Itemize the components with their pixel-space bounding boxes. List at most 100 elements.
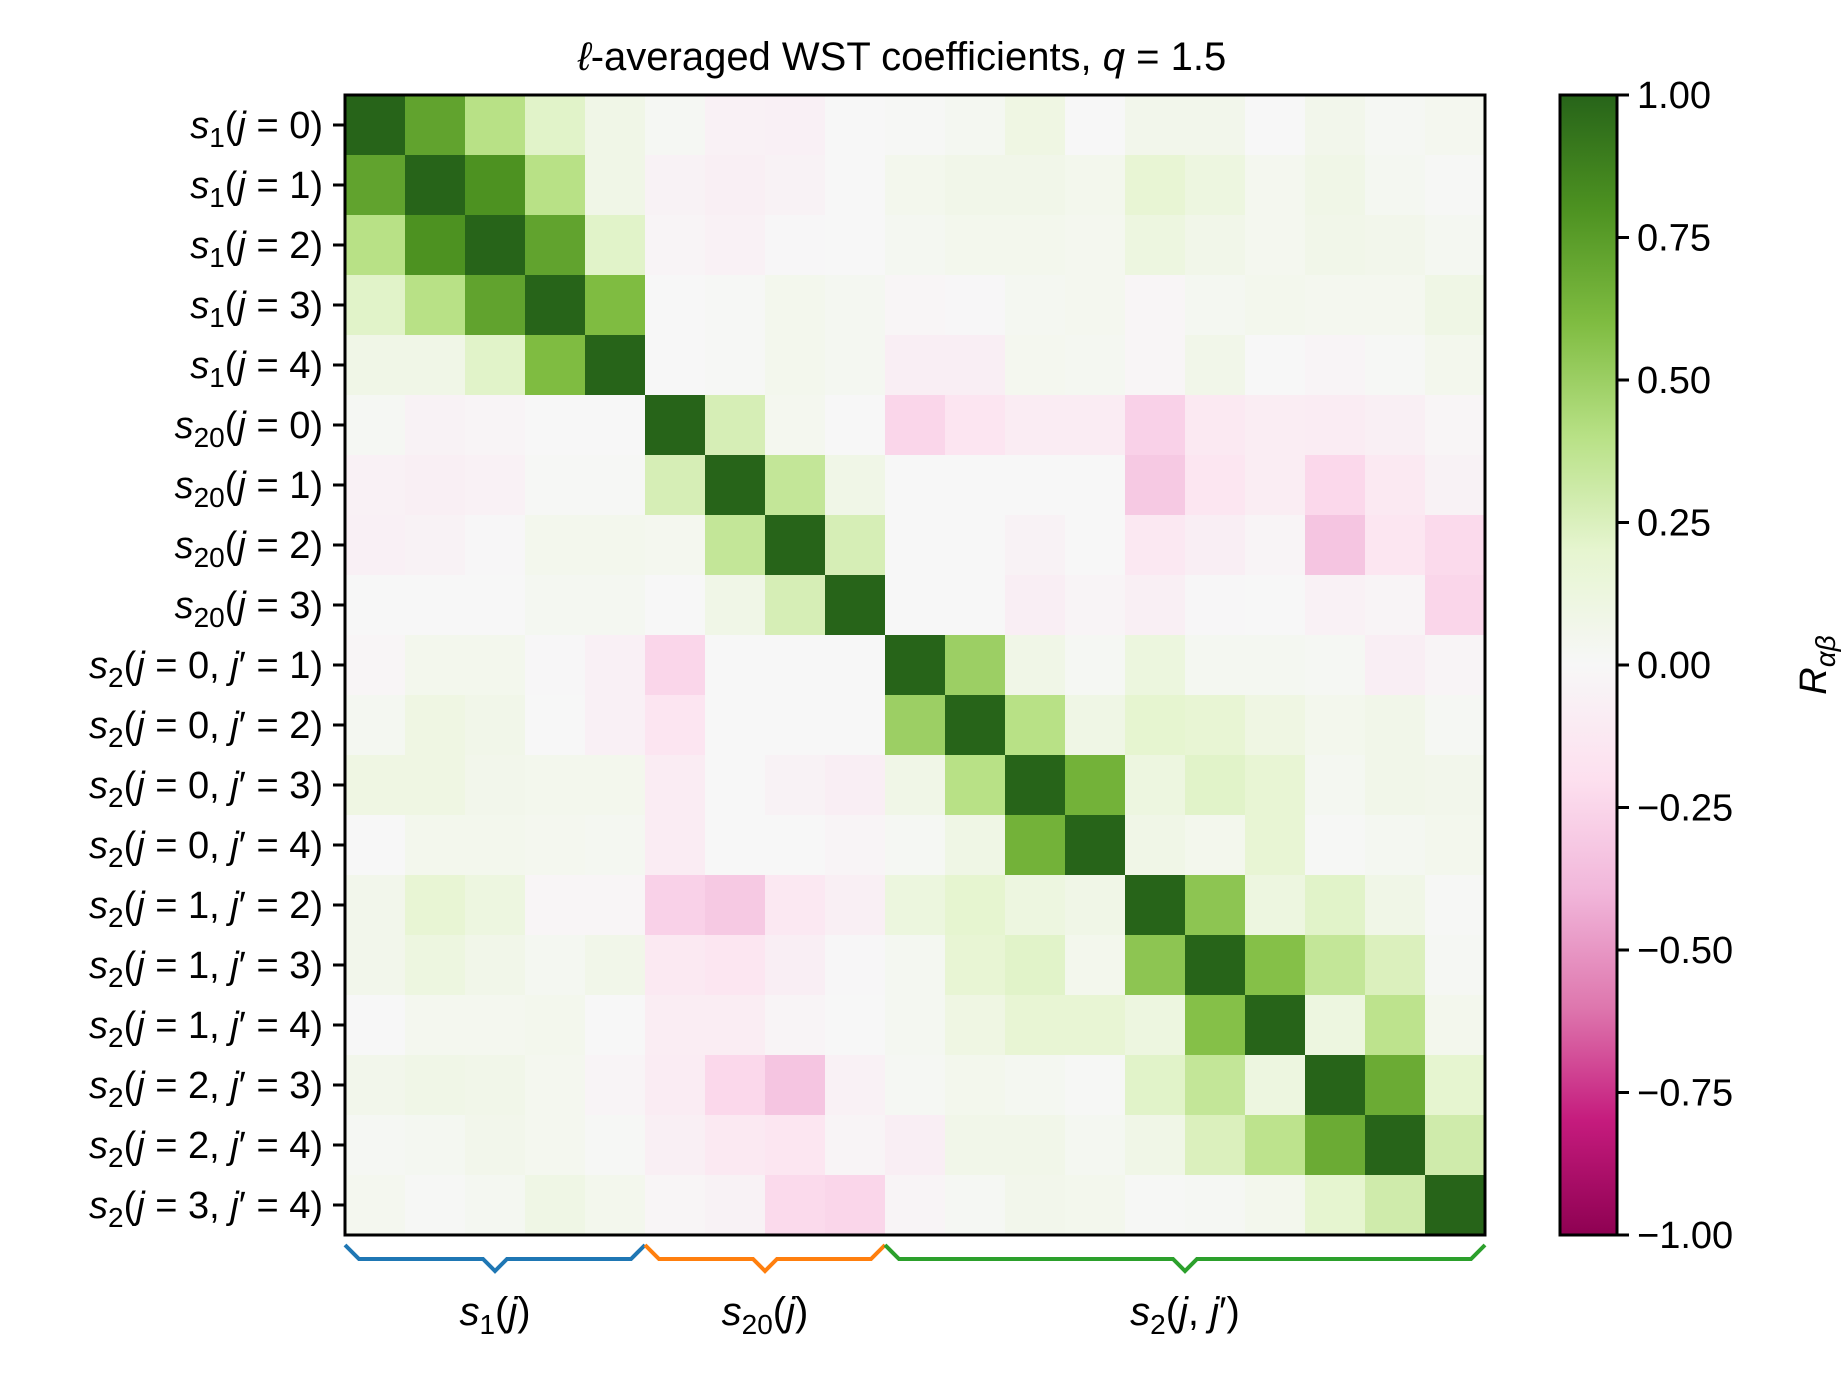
heatmap-cell [1245,1055,1306,1116]
heatmap-cell [405,1055,466,1116]
heatmap-cell [585,155,646,216]
heatmap-cell [1005,755,1066,816]
heatmap-cell [1185,875,1246,936]
row-label: s1(j = 3) [190,285,323,333]
heatmap-cell [645,1115,706,1176]
heatmap-cell [825,215,886,276]
heatmap-cell [765,575,826,636]
heatmap-cell [1125,935,1186,996]
heatmap-cell [405,875,466,936]
heatmap-cell [1065,935,1126,996]
heatmap-cell [345,755,406,816]
heatmap-cell [585,635,646,696]
group-bracket [883,1243,1487,1274]
heatmap-cell [1125,995,1186,1056]
heatmap-cell [405,395,466,456]
heatmap-cell [765,215,826,276]
heatmap-cell [705,155,766,216]
heatmap-cell [945,515,1006,576]
heatmap-cell [525,635,586,696]
heatmap-cell [1365,635,1426,696]
heatmap-cell [945,995,1006,1056]
heatmap-cell [465,455,526,516]
heatmap-cell [765,515,826,576]
colorbar-tick-label: 0.50 [1637,360,1711,402]
heatmap-cell [705,815,766,876]
heatmap-cell [1245,695,1306,756]
heatmap-cell [465,275,526,336]
heatmap-cell [1245,335,1306,396]
heatmap-cell [525,1175,586,1236]
heatmap-cell [705,455,766,516]
heatmap-cell [585,455,646,516]
heatmap-cell [1185,335,1246,396]
heatmap-cell [1005,515,1066,576]
heatmap-cell [585,875,646,936]
heatmap-cell [1125,635,1186,696]
heatmap-cell [1005,575,1066,636]
heatmap-cell [345,395,406,456]
heatmap-cell [765,275,826,336]
heatmap-cell [345,995,406,1056]
heatmap-cell [945,875,1006,936]
heatmap-cell [1125,275,1186,336]
heatmap-cell [1065,875,1126,936]
heatmap-cell [1305,335,1366,396]
heatmap-cell [705,335,766,396]
heatmap-cell [1185,575,1246,636]
heatmap-cell [1065,335,1126,396]
heatmap-cell [1185,515,1246,576]
heatmap-cell [1425,395,1486,456]
heatmap-cell [1425,275,1486,336]
heatmap-cell [1305,155,1366,216]
heatmap-cell [1365,335,1426,396]
heatmap-cell [1005,995,1066,1056]
heatmap-cell [645,755,706,816]
heatmap-cell [585,575,646,636]
heatmap-cell [765,335,826,396]
heatmap-cell [405,995,466,1056]
heatmap-cell [1425,95,1486,156]
heatmap-cell [945,1115,1006,1176]
row-label: s2(j = 2, j′ = 4) [89,1125,323,1173]
heatmap-cell [1305,695,1366,756]
heatmap-cell [1245,575,1306,636]
heatmap-cell [885,95,946,156]
heatmap-cell [1425,695,1486,756]
heatmap-cell [1245,1115,1306,1176]
heatmap-cell [585,695,646,756]
heatmap-cell [585,215,646,276]
heatmap-cell [585,395,646,456]
heatmap-cell [825,155,886,216]
heatmap-cell [1425,755,1486,816]
heatmap-cell [765,95,826,156]
heatmap-cell [765,395,826,456]
heatmap-cell [1185,395,1246,456]
heatmap-cell [525,1055,586,1116]
heatmap-cell [1185,995,1246,1056]
heatmap-cell [1065,635,1126,696]
heatmap-cell [765,995,826,1056]
heatmap-cell [765,1175,826,1236]
heatmap-cell [345,935,406,996]
heatmap-cell [1425,1055,1486,1116]
heatmap-cell [1185,1175,1246,1236]
heatmap-cell [585,335,646,396]
row-label: s1(j = 2) [190,225,323,273]
heatmap-cell [765,1115,826,1176]
heatmap-cell [1125,575,1186,636]
heatmap-cell [1305,1115,1366,1176]
heatmap-cell [705,275,766,336]
heatmap-cell [1005,215,1066,276]
heatmap-cell [1125,695,1186,756]
heatmap-cell [405,815,466,876]
heatmap-cell [825,815,886,876]
heatmap-cell [1065,455,1126,516]
row-label: s20(j = 0) [175,405,323,453]
heatmap-cell [1125,815,1186,876]
heatmap-cell [1065,95,1126,156]
heatmap-cell [405,1115,466,1176]
heatmap-cell [705,515,766,576]
heatmap-cell [825,935,886,996]
colorbar-tick-label: 1.00 [1637,75,1711,117]
